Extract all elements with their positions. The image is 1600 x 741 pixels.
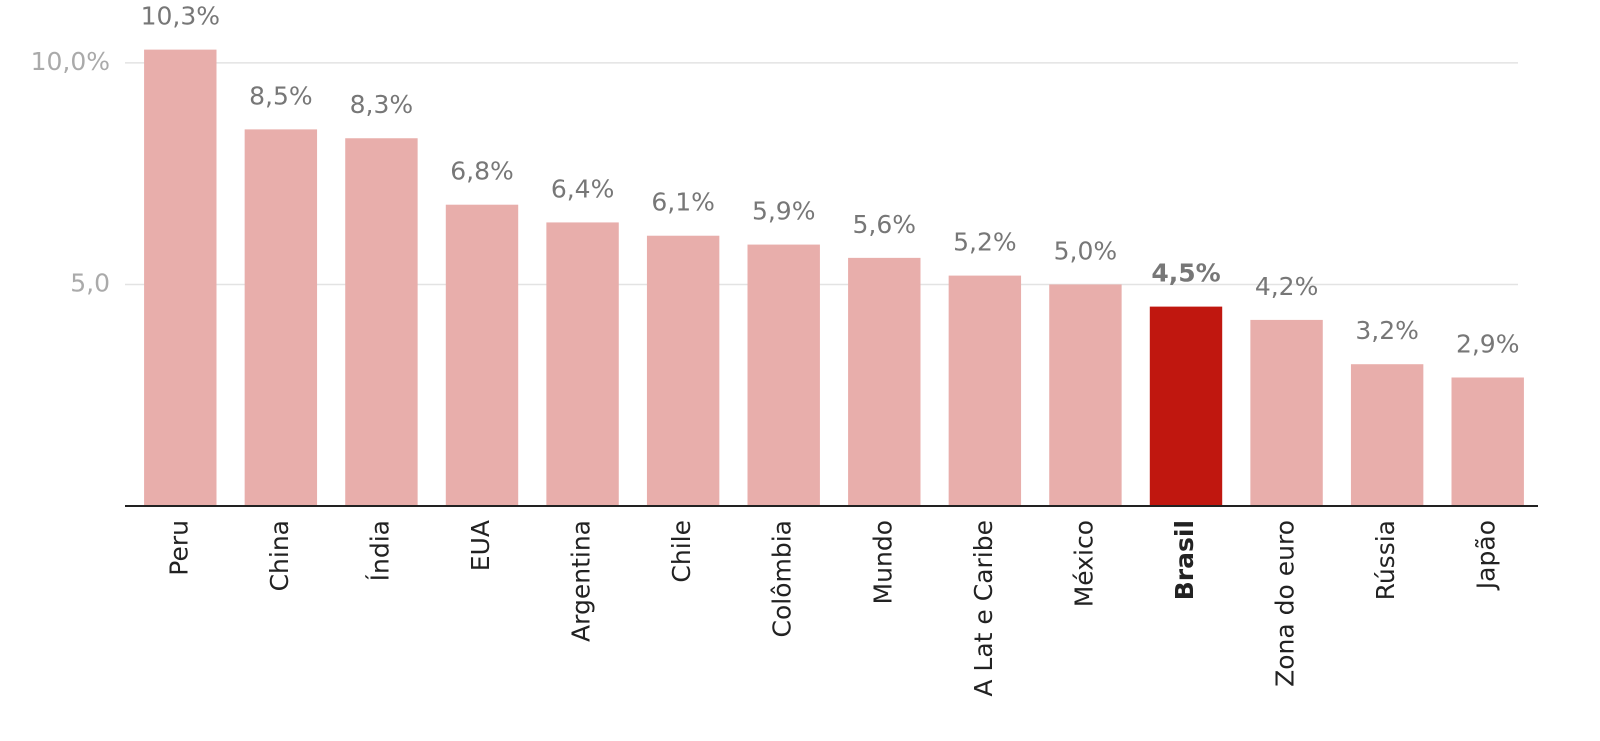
x-tick-label: Japão [1472,520,1501,591]
bar [1149,306,1223,506]
y-tick-label: 5,0 [70,268,110,297]
value-label: 5,9% [752,197,816,226]
value-label: 3,2% [1355,316,1419,345]
bar [1250,319,1323,506]
x-tick-label: Chile [667,520,696,583]
x-tick-label: China [265,520,294,591]
x-tick-label: EUA [466,520,495,571]
bar [1049,284,1122,506]
x-tick-label: México [1069,520,1098,607]
value-label: 5,0% [1054,236,1118,265]
bar [144,49,217,507]
y-tick-label: 10,0% [31,47,110,76]
bar [345,138,418,506]
value-label: 2,9% [1456,330,1520,359]
bar [244,129,318,506]
x-tick-label: Zona do euro [1271,520,1300,687]
x-tick-label: Mundo [868,520,897,604]
value-label: 10,3% [141,2,220,31]
x-tick-label: Índia [365,520,394,581]
value-label: 8,3% [350,90,414,119]
value-label: 5,2% [953,228,1017,257]
value-label: 5,6% [853,210,917,239]
value-label: 6,8% [450,157,514,186]
bar [948,275,1022,506]
x-tick-label: Rússia [1371,520,1400,600]
bar [747,244,820,507]
bar [848,257,921,506]
x-tick-label: Colômbia [768,520,797,637]
bar [1451,377,1524,506]
x-tick-label: Peru [164,520,193,576]
value-label: 4,5% [1151,259,1220,288]
bar [445,204,519,506]
value-label: 4,2% [1255,272,1319,301]
x-tick-label: Argentina [567,520,596,642]
bar [1350,364,1424,506]
x-tick-label: A Lat e Caribe [969,520,998,697]
value-label: 8,5% [249,81,313,110]
bar [646,235,720,506]
bar [546,222,619,507]
value-label: 6,1% [651,188,715,217]
x-tick-label: Brasil [1170,520,1199,600]
value-label: 6,4% [551,174,615,203]
